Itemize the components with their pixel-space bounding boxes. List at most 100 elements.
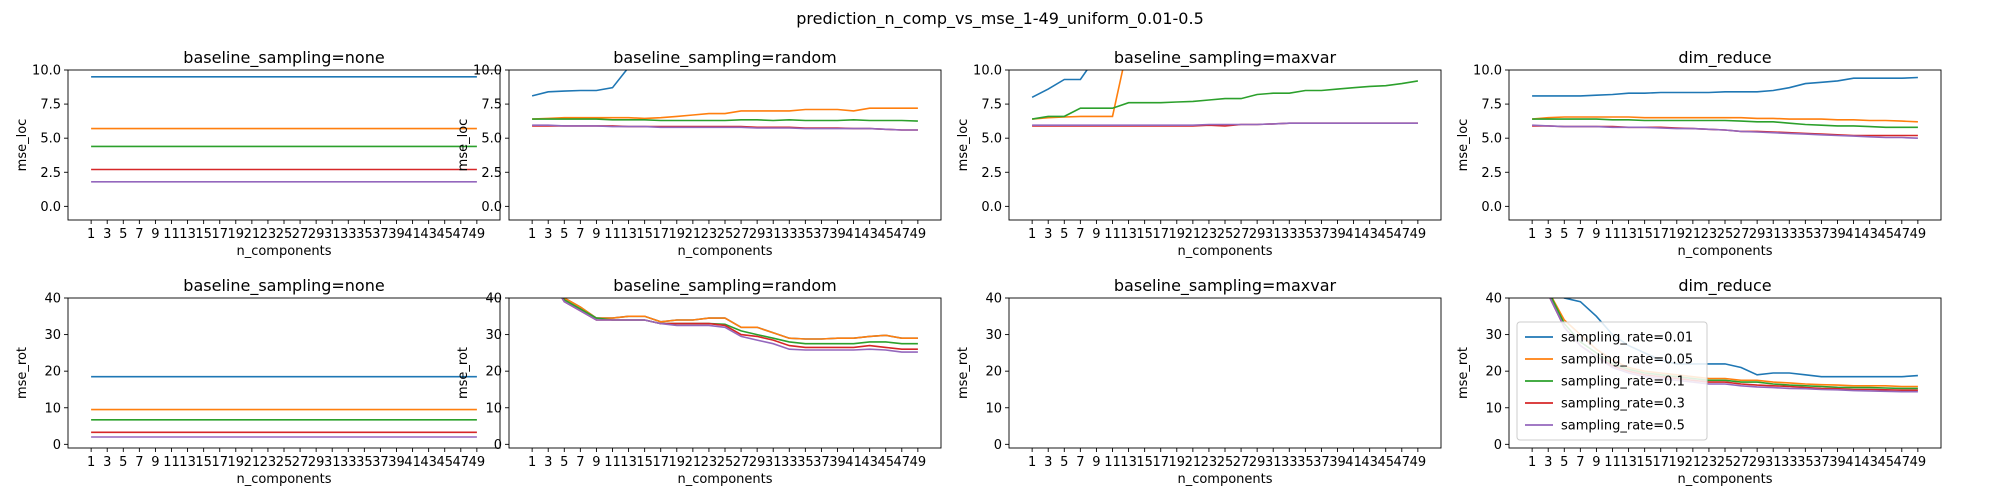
y-axis-label: mse_rot (456, 347, 471, 399)
y-tick-label: 0 (1494, 438, 1502, 453)
x-tick-label: 25 (717, 227, 734, 242)
x-tick-label: 5 (1060, 227, 1068, 242)
x-tick-label: 21 (685, 455, 702, 470)
x-tick-label: 25 (1717, 227, 1734, 242)
x-tick-label: 7 (1076, 455, 1084, 470)
x-tick-label: 27 (292, 455, 309, 470)
x-tick-label: 45 (436, 455, 453, 470)
x-tick-label: 27 (1233, 227, 1250, 242)
y-tick-label: 0.0 (40, 200, 61, 215)
x-tick-label: 3 (1044, 455, 1052, 470)
x-tick-label: 27 (733, 227, 750, 242)
x-tick-label: 19 (669, 227, 686, 242)
axes-frame (508, 69, 942, 221)
x-tick-label: 29 (308, 455, 325, 470)
x-tick-label: 5 (1560, 455, 1568, 470)
x-tick-label: 39 (1829, 227, 1846, 242)
series-line-1 (531, 70, 628, 97)
x-tick-label: 43 (861, 455, 878, 470)
x-axis-label: n_components (677, 472, 772, 487)
x-tick-label: 17 (652, 455, 669, 470)
x-tick-label: 25 (717, 455, 734, 470)
x-tick-label: 21 (1185, 227, 1202, 242)
series-line-3 (1532, 118, 1918, 129)
x-tick-label: 1 (87, 455, 95, 470)
y-tick-label: 40 (485, 292, 502, 307)
x-tick-label: 41 (1345, 227, 1362, 242)
y-tick-label: 7.5 (1481, 98, 1502, 113)
series-lines (561, 298, 918, 353)
x-tick-label: 37 (1813, 227, 1830, 242)
x-tick-label: 31 (765, 227, 782, 242)
y-tick-label: 30 (985, 328, 1002, 343)
series-line-1 (1563, 298, 1918, 378)
x-tick-label: 23 (701, 227, 718, 242)
x-tick-label: 49 (1910, 227, 1927, 242)
x-tick-label: 35 (1797, 227, 1814, 242)
x-tick-label: 3 (103, 227, 111, 242)
x-tick-label: 39 (829, 227, 846, 242)
y-axis-label: mse_rot (15, 347, 30, 399)
subplot-title: dim_reduce (1678, 48, 1771, 68)
x-tick-label: 41 (1345, 455, 1362, 470)
x-tick-label: 39 (829, 455, 846, 470)
y-tick-label: 10.0 (1473, 64, 1502, 79)
legend-entry: sampling_rate=0.3 (1561, 397, 1685, 412)
series-lines (91, 375, 477, 438)
x-tick-label: 29 (749, 227, 766, 242)
x-tick-label: 45 (1377, 227, 1394, 242)
x-axis-label: n_components (236, 244, 331, 259)
x-tick-label: 13 (1620, 227, 1637, 242)
x-tick-label: 37 (1313, 227, 1330, 242)
axes-frame (1008, 297, 1442, 449)
x-tick-label: 13 (620, 227, 637, 242)
x-tick-label: 47 (1394, 455, 1411, 470)
x-tick-label: 17 (211, 227, 228, 242)
x-tick-label: 31 (324, 227, 341, 242)
x-tick-label: 11 (1604, 227, 1621, 242)
x-tick-label: 47 (453, 227, 470, 242)
x-tick-label: 13 (1120, 227, 1137, 242)
y-tick-label: 2.5 (1481, 166, 1502, 181)
y-axis-label: mse_rot (1456, 347, 1471, 399)
x-tick-label: 37 (1813, 455, 1830, 470)
x-tick-label: 19 (1169, 455, 1186, 470)
x-tick-label: 41 (404, 227, 421, 242)
y-tick-label: 30 (1485, 328, 1502, 343)
x-tick-label: 9 (151, 455, 159, 470)
x-tick-label: 21 (244, 455, 261, 470)
legend: sampling_rate=0.01 sampling_rate=0.05samp… (1516, 321, 1708, 441)
x-tick-label: 29 (1249, 455, 1266, 470)
x-tick-label: 45 (1877, 227, 1894, 242)
subplot-title: baseline_sampling=none (183, 48, 384, 68)
x-tick-label: 31 (1265, 455, 1282, 470)
x-tick-label: 15 (1636, 455, 1653, 470)
y-tick-label: 0 (494, 438, 502, 453)
x-tick-label: 45 (877, 455, 894, 470)
y-axis-label: mse_rot (956, 347, 971, 399)
x-tick-label: 21 (1685, 227, 1702, 242)
x-tick-label: 1 (1528, 455, 1536, 470)
x-tick-label: 19 (669, 455, 686, 470)
x-tick-label: 7 (576, 227, 584, 242)
x-tick-label: 21 (1685, 455, 1702, 470)
x-tick-label: 11 (604, 455, 621, 470)
y-tick-label: 40 (44, 292, 61, 307)
series-line-2 (1532, 116, 1918, 123)
x-tick-label: 19 (1169, 227, 1186, 242)
x-tick-label: 7 (135, 227, 143, 242)
x-tick-label: 35 (356, 227, 373, 242)
legend-box (1516, 321, 1708, 441)
x-tick-label: 11 (1104, 455, 1121, 470)
axes-frame (1008, 69, 1442, 221)
y-tick-label: 5.0 (1481, 132, 1502, 147)
x-tick-label: 5 (119, 227, 127, 242)
x-tick-label: 17 (652, 227, 669, 242)
x-axis-label: n_components (1677, 244, 1772, 259)
x-tick-label: 5 (1060, 455, 1068, 470)
x-tick-label: 43 (420, 227, 437, 242)
